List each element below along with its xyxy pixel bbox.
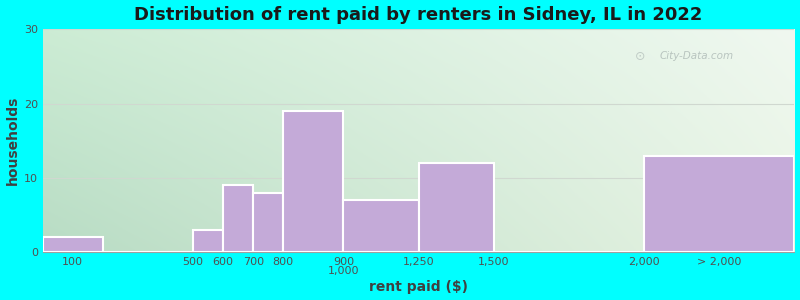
Text: City-Data.com: City-Data.com [659, 51, 734, 61]
Bar [253, 193, 283, 252]
Bar [283, 111, 343, 252]
X-axis label: rent paid ($): rent paid ($) [369, 280, 468, 294]
Bar [42, 237, 103, 252]
Title: Distribution of rent paid by renters in Sidney, IL in 2022: Distribution of rent paid by renters in … [134, 6, 702, 24]
Y-axis label: households: households [6, 96, 19, 185]
Bar [418, 163, 494, 252]
Bar [644, 156, 794, 252]
Text: ⊙: ⊙ [635, 50, 646, 62]
Bar [223, 185, 253, 252]
Bar [343, 200, 418, 252]
Bar [193, 230, 223, 252]
